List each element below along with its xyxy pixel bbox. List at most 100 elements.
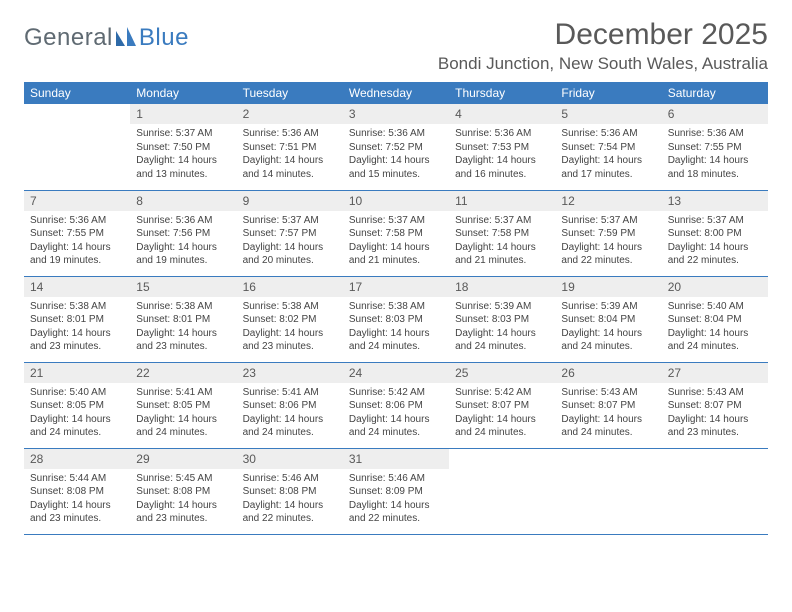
calendar-cell: 28Sunrise: 5:44 AMSunset: 8:08 PMDayligh… xyxy=(24,448,130,534)
calendar-cell: 15Sunrise: 5:38 AMSunset: 8:01 PMDayligh… xyxy=(130,276,236,362)
calendar-week-row: 1Sunrise: 5:37 AMSunset: 7:50 PMDaylight… xyxy=(24,104,768,190)
day-details: Sunrise: 5:37 AMSunset: 7:59 PMDaylight:… xyxy=(555,211,661,273)
day-number: 13 xyxy=(662,191,768,211)
day-number: 21 xyxy=(24,363,130,383)
day-details: Sunrise: 5:37 AMSunset: 8:00 PMDaylight:… xyxy=(662,211,768,273)
day-number: 17 xyxy=(343,277,449,297)
location-subtitle: Bondi Junction, New South Wales, Austral… xyxy=(24,54,768,74)
day-number: 11 xyxy=(449,191,555,211)
calendar-cell: 16Sunrise: 5:38 AMSunset: 8:02 PMDayligh… xyxy=(237,276,343,362)
day-number: 23 xyxy=(237,363,343,383)
calendar-cell: 29Sunrise: 5:45 AMSunset: 8:08 PMDayligh… xyxy=(130,448,236,534)
day-details: Sunrise: 5:36 AMSunset: 7:53 PMDaylight:… xyxy=(449,124,555,186)
day-details: Sunrise: 5:39 AMSunset: 8:04 PMDaylight:… xyxy=(555,297,661,359)
calendar-cell: 10Sunrise: 5:37 AMSunset: 7:58 PMDayligh… xyxy=(343,190,449,276)
day-number: 25 xyxy=(449,363,555,383)
day-number: 12 xyxy=(555,191,661,211)
day-number: 27 xyxy=(662,363,768,383)
day-details: Sunrise: 5:41 AMSunset: 8:06 PMDaylight:… xyxy=(237,383,343,445)
day-number: 2 xyxy=(237,104,343,124)
brand-part2: Blue xyxy=(139,24,189,52)
brand-logo: General Blue xyxy=(24,24,189,52)
calendar-table: Sunday Monday Tuesday Wednesday Thursday… xyxy=(24,82,768,535)
calendar-cell: 24Sunrise: 5:42 AMSunset: 8:06 PMDayligh… xyxy=(343,362,449,448)
day-number: 10 xyxy=(343,191,449,211)
calendar-cell: 20Sunrise: 5:40 AMSunset: 8:04 PMDayligh… xyxy=(662,276,768,362)
day-number: 4 xyxy=(449,104,555,124)
day-details: Sunrise: 5:39 AMSunset: 8:03 PMDaylight:… xyxy=(449,297,555,359)
day-details: Sunrise: 5:38 AMSunset: 8:02 PMDaylight:… xyxy=(237,297,343,359)
day-details: Sunrise: 5:37 AMSunset: 7:57 PMDaylight:… xyxy=(237,211,343,273)
day-number: 3 xyxy=(343,104,449,124)
calendar-cell: 1Sunrise: 5:37 AMSunset: 7:50 PMDaylight… xyxy=(130,104,236,190)
calendar-body: 1Sunrise: 5:37 AMSunset: 7:50 PMDaylight… xyxy=(24,104,768,534)
weekday-header: Tuesday xyxy=(237,82,343,104)
weekday-header: Sunday xyxy=(24,82,130,104)
weekday-header: Friday xyxy=(555,82,661,104)
weekday-header: Monday xyxy=(130,82,236,104)
day-number: 19 xyxy=(555,277,661,297)
calendar-week-row: 7Sunrise: 5:36 AMSunset: 7:55 PMDaylight… xyxy=(24,190,768,276)
day-details: Sunrise: 5:42 AMSunset: 8:07 PMDaylight:… xyxy=(449,383,555,445)
day-details: Sunrise: 5:38 AMSunset: 8:01 PMDaylight:… xyxy=(130,297,236,359)
weekday-header-row: Sunday Monday Tuesday Wednesday Thursday… xyxy=(24,82,768,104)
calendar-cell: 8Sunrise: 5:36 AMSunset: 7:56 PMDaylight… xyxy=(130,190,236,276)
calendar-cell: 5Sunrise: 5:36 AMSunset: 7:54 PMDaylight… xyxy=(555,104,661,190)
day-number: 5 xyxy=(555,104,661,124)
calendar-cell: 14Sunrise: 5:38 AMSunset: 8:01 PMDayligh… xyxy=(24,276,130,362)
day-details: Sunrise: 5:46 AMSunset: 8:08 PMDaylight:… xyxy=(237,469,343,531)
calendar-cell xyxy=(449,448,555,534)
day-details: Sunrise: 5:40 AMSunset: 8:05 PMDaylight:… xyxy=(24,383,130,445)
day-number: 18 xyxy=(449,277,555,297)
calendar-cell: 27Sunrise: 5:43 AMSunset: 8:07 PMDayligh… xyxy=(662,362,768,448)
calendar-cell: 22Sunrise: 5:41 AMSunset: 8:05 PMDayligh… xyxy=(130,362,236,448)
calendar-cell: 19Sunrise: 5:39 AMSunset: 8:04 PMDayligh… xyxy=(555,276,661,362)
day-details: Sunrise: 5:36 AMSunset: 7:55 PMDaylight:… xyxy=(24,211,130,273)
calendar-week-row: 14Sunrise: 5:38 AMSunset: 8:01 PMDayligh… xyxy=(24,276,768,362)
calendar-week-row: 28Sunrise: 5:44 AMSunset: 8:08 PMDayligh… xyxy=(24,448,768,534)
day-number: 16 xyxy=(237,277,343,297)
calendar-cell: 3Sunrise: 5:36 AMSunset: 7:52 PMDaylight… xyxy=(343,104,449,190)
day-details: Sunrise: 5:44 AMSunset: 8:08 PMDaylight:… xyxy=(24,469,130,531)
calendar-cell: 23Sunrise: 5:41 AMSunset: 8:06 PMDayligh… xyxy=(237,362,343,448)
day-number: 7 xyxy=(24,191,130,211)
day-details: Sunrise: 5:36 AMSunset: 7:51 PMDaylight:… xyxy=(237,124,343,186)
day-details: Sunrise: 5:37 AMSunset: 7:50 PMDaylight:… xyxy=(130,124,236,186)
weekday-header: Saturday xyxy=(662,82,768,104)
day-number: 15 xyxy=(130,277,236,297)
day-number: 9 xyxy=(237,191,343,211)
day-details: Sunrise: 5:36 AMSunset: 7:54 PMDaylight:… xyxy=(555,124,661,186)
weekday-header: Thursday xyxy=(449,82,555,104)
page-title: December 2025 xyxy=(555,18,768,52)
calendar-cell: 18Sunrise: 5:39 AMSunset: 8:03 PMDayligh… xyxy=(449,276,555,362)
day-number: 24 xyxy=(343,363,449,383)
day-details: Sunrise: 5:41 AMSunset: 8:05 PMDaylight:… xyxy=(130,383,236,445)
day-number: 8 xyxy=(130,191,236,211)
day-number: 30 xyxy=(237,449,343,469)
calendar-cell xyxy=(662,448,768,534)
calendar-cell: 17Sunrise: 5:38 AMSunset: 8:03 PMDayligh… xyxy=(343,276,449,362)
day-number: 31 xyxy=(343,449,449,469)
calendar-cell: 4Sunrise: 5:36 AMSunset: 7:53 PMDaylight… xyxy=(449,104,555,190)
day-number: 6 xyxy=(662,104,768,124)
calendar-cell: 12Sunrise: 5:37 AMSunset: 7:59 PMDayligh… xyxy=(555,190,661,276)
calendar-cell: 9Sunrise: 5:37 AMSunset: 7:57 PMDaylight… xyxy=(237,190,343,276)
calendar-cell: 21Sunrise: 5:40 AMSunset: 8:05 PMDayligh… xyxy=(24,362,130,448)
day-details: Sunrise: 5:46 AMSunset: 8:09 PMDaylight:… xyxy=(343,469,449,531)
calendar-cell xyxy=(555,448,661,534)
day-number: 20 xyxy=(662,277,768,297)
calendar-cell: 13Sunrise: 5:37 AMSunset: 8:00 PMDayligh… xyxy=(662,190,768,276)
day-number: 22 xyxy=(130,363,236,383)
day-number: 29 xyxy=(130,449,236,469)
day-details: Sunrise: 5:45 AMSunset: 8:08 PMDaylight:… xyxy=(130,469,236,531)
day-details: Sunrise: 5:38 AMSunset: 8:03 PMDaylight:… xyxy=(343,297,449,359)
brand-part1: General xyxy=(24,24,113,52)
day-number: 28 xyxy=(24,449,130,469)
calendar-cell: 31Sunrise: 5:46 AMSunset: 8:09 PMDayligh… xyxy=(343,448,449,534)
day-number: 1 xyxy=(130,104,236,124)
calendar-cell: 25Sunrise: 5:42 AMSunset: 8:07 PMDayligh… xyxy=(449,362,555,448)
day-details: Sunrise: 5:36 AMSunset: 7:52 PMDaylight:… xyxy=(343,124,449,186)
day-details: Sunrise: 5:42 AMSunset: 8:06 PMDaylight:… xyxy=(343,383,449,445)
calendar-cell: 2Sunrise: 5:36 AMSunset: 7:51 PMDaylight… xyxy=(237,104,343,190)
day-details: Sunrise: 5:43 AMSunset: 8:07 PMDaylight:… xyxy=(662,383,768,445)
